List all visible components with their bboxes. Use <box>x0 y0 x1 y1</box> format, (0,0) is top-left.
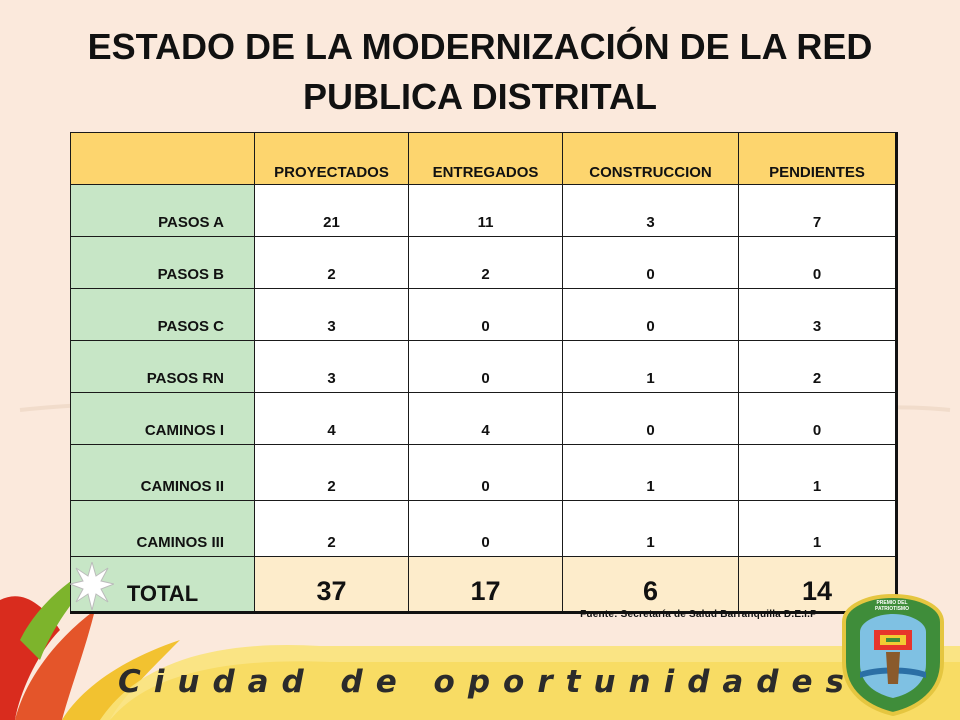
header-corner-cell <box>70 132 255 185</box>
total-cell: 37 <box>254 556 409 614</box>
table-cell: 4 <box>408 392 563 445</box>
table-cell: 0 <box>408 444 563 501</box>
table-cell: 0 <box>562 288 739 341</box>
column-header: PROYECTADOS <box>254 132 409 185</box>
table-row: CAMINOS III 2 0 1 1 <box>70 500 897 557</box>
source-note: Fuente: Secretaría de Salud Barranquilla… <box>580 609 817 620</box>
table-cell: 0 <box>408 340 563 393</box>
table-cell: 2 <box>254 236 409 289</box>
total-cell: 17 <box>408 556 563 614</box>
modernization-table: PROYECTADOS ENTREGADOS CONSTRUCCION PEND… <box>70 132 898 614</box>
table-row: CAMINOS II 2 0 1 1 <box>70 444 897 501</box>
table-cell: 3 <box>254 288 409 341</box>
row-label: CAMINOS II <box>70 444 255 501</box>
table-cell: 3 <box>562 184 739 237</box>
table-cell: 1 <box>562 444 739 501</box>
title-line-2: PUBLICA DISTRITAL <box>303 76 657 117</box>
table-row: CAMINOS I 4 4 0 0 <box>70 392 897 445</box>
table-cell: 2 <box>254 500 409 557</box>
column-header: CONSTRUCCION <box>562 132 739 185</box>
table-row: PASOS A 21 11 3 7 <box>70 184 897 237</box>
total-cell: 6 <box>562 556 739 614</box>
title-line-1: ESTADO DE LA MODERNIZACIÓN DE LA RED <box>87 26 873 67</box>
row-label: CAMINOS I <box>70 392 255 445</box>
table-header-row: PROYECTADOS ENTREGADOS CONSTRUCCION PEND… <box>70 132 897 185</box>
table-cell: 2 <box>408 236 563 289</box>
row-label: PASOS A <box>70 184 255 237</box>
table-cell: 3 <box>254 340 409 393</box>
table-cell: 2 <box>738 340 897 393</box>
table-row: PASOS RN 3 0 1 2 <box>70 340 897 393</box>
slogan: Ciudad de oportunidades <box>118 664 857 700</box>
row-label: PASOS RN <box>70 340 255 393</box>
table-cell: 3 <box>738 288 897 341</box>
table-cell: 1 <box>738 500 897 557</box>
page-title: ESTADO DE LA MODERNIZACIÓN DE LA RED PUB… <box>0 22 960 122</box>
table-cell: 0 <box>738 236 897 289</box>
row-label: CAMINOS III <box>70 500 255 557</box>
row-label: PASOS B <box>70 236 255 289</box>
seal-caption: PREMIO DEL PATRIOTISMO <box>875 600 909 612</box>
table-cell: 0 <box>738 392 897 445</box>
city-seal-icon <box>842 593 944 716</box>
starburst-icon <box>70 562 114 610</box>
table-cell: 21 <box>254 184 409 237</box>
table-cell: 11 <box>408 184 563 237</box>
table-row: PASOS B 2 2 0 0 <box>70 236 897 289</box>
column-header: PENDIENTES <box>738 132 897 185</box>
table-total-row: TOTAL 37 17 6 14 <box>70 556 897 614</box>
table-cell: 4 <box>254 392 409 445</box>
column-header: ENTREGADOS <box>408 132 563 185</box>
row-label: PASOS C <box>70 288 255 341</box>
table-cell: 0 <box>562 236 739 289</box>
table-cell: 1 <box>562 500 739 557</box>
table-cell: 1 <box>738 444 897 501</box>
table-cell: 1 <box>562 340 739 393</box>
table-row: PASOS C 3 0 0 3 <box>70 288 897 341</box>
table-cell: 7 <box>738 184 897 237</box>
table-cell: 0 <box>408 288 563 341</box>
table-cell: 2 <box>254 444 409 501</box>
total-label: TOTAL <box>70 556 255 614</box>
table-cell: 0 <box>408 500 563 557</box>
table-cell: 0 <box>562 392 739 445</box>
